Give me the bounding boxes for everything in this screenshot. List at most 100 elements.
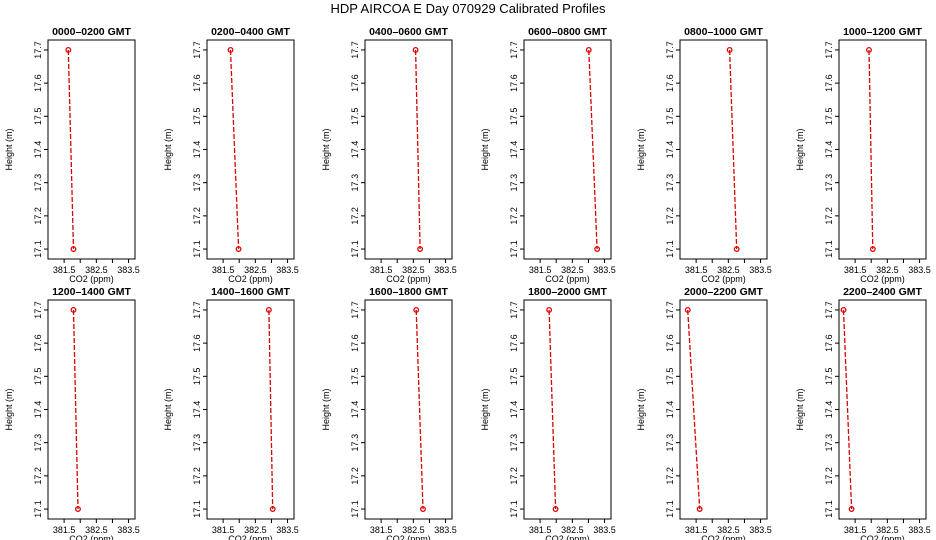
x-tick-label: 383.5	[593, 265, 616, 275]
y-axis-label: Height (m)	[795, 128, 805, 170]
panel-4: 0600–0800 GMT 17.1 17.2 17.3 17.4 17.5 17.6 17.…	[480, 26, 616, 284]
y-tick-label: 17.2	[665, 467, 675, 485]
panel-7: 1200–1400 GMT 17.1 17.2 17.3 17.4 17.5 17.6 17.…	[4, 286, 140, 540]
y-tick-label: 17.7	[350, 41, 360, 59]
x-axis-label: CO2 (ppm)	[228, 274, 273, 284]
x-tick-label: 383.5	[749, 265, 772, 275]
x-tick-label: 381.5	[53, 265, 76, 275]
y-tick-label: 17.6	[509, 334, 519, 352]
series-line	[842, 309, 853, 510]
x-tick-label: 382.5	[402, 525, 425, 535]
panel-title: 0800–1000 GMT	[684, 26, 763, 38]
plot-box	[47, 299, 136, 520]
y-tick-label: 17.4	[192, 401, 202, 419]
y-axis-label: Height (m)	[321, 128, 331, 170]
y-tick-label: 17.2	[192, 207, 202, 225]
y-axis-label: Height (m)	[163, 128, 173, 170]
x-axis-label: CO2 (ppm)	[545, 274, 590, 284]
data-point	[70, 307, 77, 313]
panel-11: 2000–2200 GMT 17.1 17.2 17.3 17.4 17.5 17.6 17.…	[636, 286, 772, 540]
y-tick-label: 17.3	[192, 174, 202, 192]
y-axis-label: Height (m)	[795, 388, 805, 430]
y-tick-label: 17.5	[509, 108, 519, 126]
plot-box	[838, 39, 927, 260]
y-axis-label: Height (m)	[636, 388, 646, 430]
data-point	[265, 307, 272, 313]
data-point	[65, 47, 72, 53]
data-point	[848, 506, 855, 512]
x-axis-label: CO2 (ppm)	[69, 534, 114, 540]
y-tick-label: 17.4	[509, 141, 519, 159]
plot-box	[679, 39, 768, 260]
panel-title: 1000–1200 GMT	[843, 26, 922, 38]
data-point	[696, 506, 703, 512]
y-tick-label: 17.1	[33, 240, 43, 258]
series-line	[415, 309, 424, 510]
y-tick-label: 17.1	[192, 240, 202, 258]
series-line	[67, 49, 75, 250]
y-tick-label: 17.7	[192, 301, 202, 319]
x-tick-label: 382.5	[402, 265, 425, 275]
panel-10: 1800–2000 GMT 17.1 17.2 17.3 17.4 17.5 17.6 17.…	[480, 286, 616, 540]
data-point	[546, 307, 553, 313]
y-tick-label: 17.1	[33, 500, 43, 518]
x-tick-label: 382.5	[244, 265, 267, 275]
y-tick-label: 17.2	[824, 467, 834, 485]
y-tick-label: 17.7	[824, 301, 834, 319]
x-tick-label: 381.5	[685, 525, 708, 535]
panel-1: 0000–0200 GMT 17.1 17.2 17.3 17.4 17.5 17.6 17.…	[4, 26, 140, 284]
x-tick-label: 381.5	[53, 525, 76, 535]
panel-title: 0000–0200 GMT	[52, 26, 131, 38]
y-tick-label: 17.2	[665, 207, 675, 225]
data-point	[75, 506, 81, 512]
y-tick-label: 17.5	[350, 368, 360, 386]
y-axis-label: Height (m)	[4, 128, 14, 170]
data-point	[227, 47, 234, 53]
x-tick-label: 381.5	[212, 265, 235, 275]
series-line	[548, 309, 557, 510]
y-tick-label: 17.3	[509, 434, 519, 452]
y-tick-label: 17.5	[509, 368, 519, 386]
y-tick-label: 17.4	[192, 141, 202, 159]
x-tick-label: 381.5	[529, 265, 552, 275]
x-axis-label: CO2 (ppm)	[228, 534, 273, 540]
x-tick-label: 381.5	[212, 525, 235, 535]
x-tick-label: 383.5	[117, 265, 140, 275]
y-tick-label: 17.1	[824, 500, 834, 518]
x-tick-label: 383.5	[276, 525, 299, 535]
data-point	[585, 47, 592, 53]
panel-title: 0200–0400 GMT	[211, 26, 290, 38]
series-line	[687, 309, 701, 510]
y-tick-label: 17.7	[665, 41, 675, 59]
y-tick-label: 17.7	[824, 41, 834, 59]
data-point	[726, 47, 733, 53]
figure-title: HDP AIRCOA E Day 070929 Calibrated Profi…	[330, 1, 606, 16]
x-tick-label: 382.5	[876, 525, 899, 535]
x-tick-label: 381.5	[685, 265, 708, 275]
y-tick-label: 17.3	[665, 434, 675, 452]
panel-title: 1200–1400 GMT	[52, 286, 131, 298]
y-tick-label: 17.2	[350, 467, 360, 485]
data-point	[420, 506, 426, 512]
y-tick-label: 17.4	[665, 141, 675, 159]
x-axis-label: CO2 (ppm)	[545, 534, 590, 540]
panel-title: 2200–2400 GMT	[843, 286, 922, 298]
series-line	[268, 309, 274, 510]
x-tick-label: 381.5	[844, 265, 867, 275]
x-tick-label: 381.5	[529, 525, 552, 535]
y-tick-label: 17.5	[665, 368, 675, 386]
y-tick-label: 17.6	[192, 334, 202, 352]
y-tick-label: 17.2	[509, 207, 519, 225]
y-tick-label: 17.5	[350, 108, 360, 126]
y-tick-label: 17.2	[33, 467, 43, 485]
x-tick-label: 383.5	[908, 525, 931, 535]
data-point	[684, 307, 691, 313]
y-tick-label: 17.3	[509, 174, 519, 192]
y-tick-label: 17.4	[33, 401, 43, 419]
plot-box	[364, 39, 453, 260]
x-tick-label: 382.5	[561, 265, 584, 275]
y-tick-label: 17.2	[509, 467, 519, 485]
plot-box	[206, 39, 295, 260]
y-tick-label: 17.3	[350, 434, 360, 452]
